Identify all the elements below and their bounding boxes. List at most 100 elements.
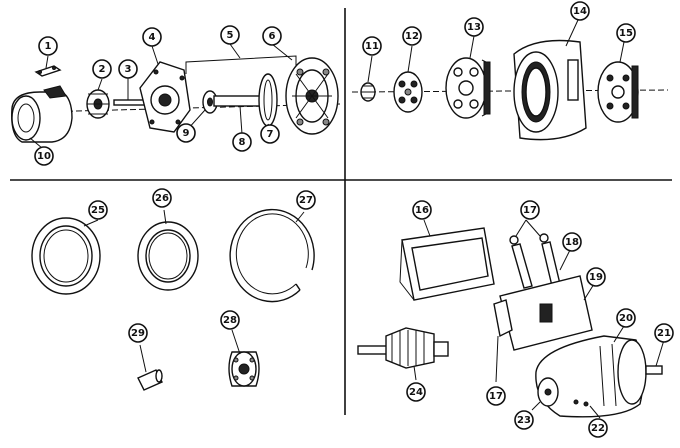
callout-10: 10 — [34, 146, 54, 166]
part-16-cover — [399, 227, 495, 301]
callout-number: 11 — [365, 41, 379, 52]
callout-circle — [232, 132, 252, 152]
part-12-planet-carrier — [393, 71, 423, 113]
leader-lines-top-right — [367, 19, 625, 83]
callout-circle — [654, 323, 674, 343]
callout-circle — [402, 26, 422, 46]
callout-number: 10 — [37, 151, 51, 162]
callout-number: 20 — [619, 313, 633, 324]
callout-circle — [616, 308, 636, 328]
callout-circle — [260, 124, 280, 144]
callout-number: 5 — [227, 30, 234, 41]
part-11-small-gear — [360, 82, 376, 102]
part-28-bearing — [228, 351, 260, 387]
callout-number: 29 — [131, 328, 145, 339]
callout-circle — [34, 146, 54, 166]
callout-1: 1 — [38, 36, 58, 56]
callout-number: 13 — [467, 22, 481, 33]
callout-8: 8 — [232, 132, 252, 152]
leader-lines-bottom-right — [413, 219, 665, 419]
callout-20: 20 — [616, 308, 636, 328]
solenoid-and-armature — [357, 219, 665, 419]
callout-number: 9 — [183, 128, 190, 139]
callout-circle — [406, 382, 426, 402]
callout-19: 19 — [586, 267, 606, 287]
callout-circle — [562, 232, 582, 252]
callout-15: 15 — [616, 23, 636, 43]
callout-25: 25 — [88, 200, 108, 220]
callout-5: 5 — [220, 25, 240, 45]
callout-9: 9 — [176, 123, 196, 143]
callout-number: 1 — [45, 41, 52, 52]
callout-circle — [520, 200, 540, 220]
callout-circle — [220, 310, 240, 330]
callout-23: 23 — [514, 410, 534, 430]
callout-27: 27 — [296, 190, 316, 210]
callout-7: 7 — [260, 124, 280, 144]
callout-21: 21 — [654, 323, 674, 343]
part-20-motor-housing — [535, 335, 663, 418]
callout-number: 17 — [489, 391, 503, 402]
callout-circle — [142, 27, 162, 47]
callout-number: 12 — [405, 31, 419, 42]
part-18-bracket — [493, 275, 593, 351]
callout-number: 24 — [409, 387, 423, 398]
callout-circle — [88, 200, 108, 220]
callout-28: 28 — [220, 310, 240, 330]
part-17-terminals — [509, 233, 561, 289]
callout-circle — [262, 26, 282, 46]
part-13-gear-disc — [445, 57, 491, 119]
callout-circle — [412, 200, 432, 220]
callout-4: 4 — [142, 27, 162, 47]
callout-circle — [570, 1, 590, 21]
callout-29: 29 — [128, 323, 148, 343]
part-10-housing — [11, 85, 73, 143]
callout-26: 26 — [152, 188, 172, 208]
part-23-end-piece — [537, 377, 559, 407]
callout-22: 22 — [588, 418, 608, 438]
callout-circle — [616, 23, 636, 43]
callout-16: 16 — [412, 200, 432, 220]
drive-end-assembly — [11, 43, 341, 149]
callout-circle — [220, 25, 240, 45]
callout-circle — [92, 59, 112, 79]
callout-24: 24 — [406, 382, 426, 402]
callout-17: 17 — [520, 200, 540, 220]
part-4-end-plate — [139, 61, 191, 133]
part-27-snap-ring — [229, 208, 315, 303]
part-5-bracket — [185, 55, 297, 74]
part-29-pin — [137, 369, 163, 391]
callout-number: 27 — [299, 195, 313, 206]
part-7-ring — [258, 73, 278, 127]
callout-circle — [152, 188, 172, 208]
callout-circle — [486, 386, 506, 406]
callout-number: 17 — [523, 205, 537, 216]
callout-number: 19 — [589, 272, 603, 283]
callout-number: 3 — [125, 64, 132, 75]
part-24-armature — [357, 327, 449, 369]
callout-13: 13 — [464, 17, 484, 37]
callout-circle — [586, 267, 606, 287]
callout-number: 14 — [573, 6, 587, 17]
callout-number: 6 — [269, 31, 276, 42]
part-14-ring-gear — [513, 39, 587, 141]
callout-circle — [296, 190, 316, 210]
leader-lines-bottom-left — [83, 209, 305, 373]
callout-number: 4 — [149, 32, 156, 43]
callout-circle — [176, 123, 196, 143]
callout-number: 7 — [267, 129, 274, 140]
part-6-bearing-housing — [285, 57, 339, 135]
callout-11: 11 — [362, 36, 382, 56]
callout-number: 18 — [565, 237, 579, 248]
callout-2: 2 — [92, 59, 112, 79]
callout-number: 8 — [239, 137, 246, 148]
callout-18: 18 — [562, 232, 582, 252]
callout-number: 26 — [155, 193, 169, 204]
callout-12: 12 — [402, 26, 422, 46]
part-8-sleeve — [213, 95, 263, 107]
callout-17: 17 — [486, 386, 506, 406]
callout-circle — [514, 410, 534, 430]
part-26-seal — [137, 221, 199, 291]
